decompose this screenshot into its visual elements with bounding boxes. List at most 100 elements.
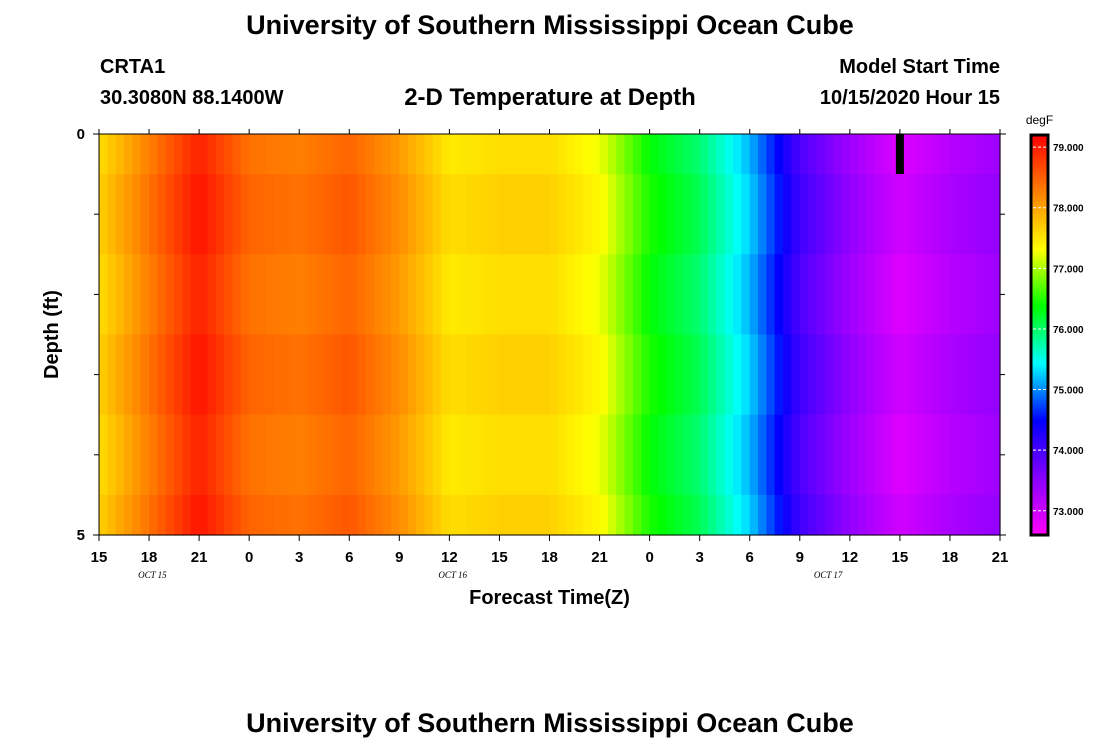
heatmap-cell [557,334,567,416]
heatmap-cell [699,494,709,536]
heatmap-cell [482,254,492,336]
heatmap-cell [783,334,793,416]
heatmap-cell [174,494,184,536]
heatmap-cell [607,254,617,336]
heatmap-cell [232,174,242,255]
heatmap-cell [190,134,200,175]
heatmap-cell [199,414,209,496]
heatmap-cell [365,134,375,175]
heatmap-cell [132,134,142,175]
heatmap-cell [724,494,734,536]
heatmap-cell [182,174,192,255]
heatmap-cell [507,174,517,255]
heatmap-cell [449,174,459,255]
heatmap-cell [499,414,509,496]
heatmap-cell [983,254,993,336]
heatmap-cell [232,134,242,175]
heatmap-cell [566,254,576,336]
heatmap-cell [107,494,117,536]
heatmap-cell [524,414,534,496]
heatmap-cell [766,254,776,336]
heatmap-cell [549,494,559,536]
heatmap-cell [758,334,767,416]
heatmap-cell [249,174,259,255]
heatmap-cell [499,254,509,336]
heatmap-cell [966,174,976,255]
heatmap-cell [249,334,259,416]
heatmap-cell [749,494,759,536]
heatmap-cell [299,494,309,536]
heatmap-cell [783,494,793,536]
heatmap-cell [357,134,367,175]
heatmap-cell [99,334,108,416]
heatmap-cell [682,494,692,536]
x-date-label: OCT 17 [814,570,843,580]
heatmap-cell [916,254,926,336]
heatmap-cell [349,254,359,336]
heatmap-cell [916,334,926,416]
heatmap-cell [399,414,409,496]
heatmap-cell [349,134,359,175]
heatmap-cell [507,494,517,536]
heatmap-cell [524,134,534,175]
heatmap-cell [791,134,801,175]
heatmap-cell [199,174,209,255]
heatmap-cell [599,174,609,255]
heatmap-cell [924,254,934,336]
heatmap-cell [808,174,818,255]
heatmap-cell [733,254,742,336]
heatmap-cell [215,494,225,536]
heatmap-cell [282,494,292,536]
heatmap-cell [966,414,976,496]
y-axis-label: Depth (ft) [41,290,63,379]
heatmap-cell [549,334,559,416]
heatmap-cell [224,134,234,175]
heatmap-cell [541,134,551,175]
heatmap-cell [307,334,317,416]
heatmap-cell [165,334,175,416]
heatmap-cell [741,334,751,416]
heatmap-cell [174,414,184,496]
heatmap-cell [299,134,309,175]
heatmap-cell [649,414,659,496]
heatmap-cell [482,414,492,496]
heatmap-cell [816,334,826,416]
heatmap-cell [674,334,684,416]
heatmap-cell [549,254,559,336]
x-tick-label: 6 [746,549,754,566]
heatmap-cell [432,414,442,496]
heatmap-cell [307,414,317,496]
heatmap-cell [682,414,692,496]
station-coordinates: 30.3080N 88.1400W [100,87,284,109]
heatmap-cell [424,414,434,496]
heatmap-cell [916,494,926,536]
heatmap-cell [240,134,250,175]
heatmap-cell [290,254,300,336]
heatmap-cell [441,134,450,175]
heatmap-cell [174,334,184,416]
heatmap-cell [783,134,793,175]
heatmap-cell [491,134,501,175]
heatmap-cell [632,174,642,255]
heatmap-cell [99,494,108,536]
heatmap-cell [449,334,459,416]
heatmap-cell [282,334,292,416]
heatmap-cell [808,414,818,496]
heatmap-cell [390,494,400,536]
heatmap-cell [290,494,300,536]
heatmap-cell [265,334,275,416]
heatmap-cell [507,134,517,175]
heatmap-cell [149,494,158,536]
heatmap-cell [616,174,626,255]
heatmap-cell [582,134,592,175]
heatmap-cell [482,334,492,416]
heatmap-cell [733,494,742,536]
heatmap-cell [924,334,934,416]
heatmap-cell [733,134,742,175]
heatmap-cell [257,494,267,536]
heatmap-cell [115,134,125,175]
heatmap-cell [257,254,267,336]
heatmap-cell [257,134,267,175]
heatmap-cell [357,414,367,496]
heatmap-cell [165,254,175,336]
